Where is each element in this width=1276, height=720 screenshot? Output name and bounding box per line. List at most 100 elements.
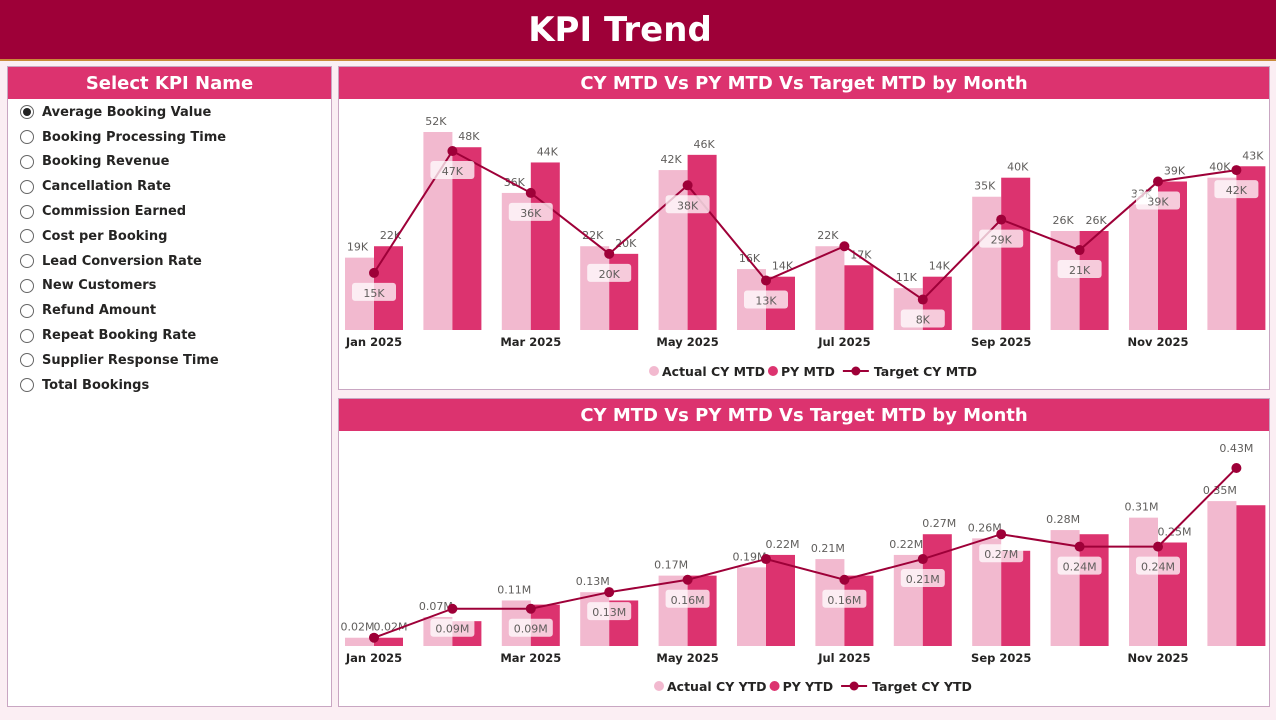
- legend-marker-icon: [851, 366, 861, 376]
- mtd-chart: 19K22K52K48K36K44K22K20K42K46K16K14K22K1…: [345, 115, 1266, 379]
- actual-data-label: 0.02M: [341, 621, 375, 634]
- target-label-box: [508, 618, 553, 637]
- kpi-option[interactable]: Lead Conversion Rate: [8, 249, 331, 274]
- target-label-box: [900, 309, 945, 328]
- kpi-option-label: Total Bookings: [42, 377, 150, 393]
- kpi-option-label: Supplier Response Time: [42, 352, 219, 368]
- actual-bar: [1129, 204, 1158, 330]
- actual-data-label: 22K: [582, 229, 604, 242]
- kpi-option[interactable]: Booking Revenue: [8, 150, 331, 175]
- target-point: [917, 294, 928, 305]
- radio-icon[interactable]: [20, 154, 34, 169]
- target-label-box: [744, 290, 788, 309]
- radio-icon[interactable]: [20, 179, 34, 194]
- legend-marker-icon: [654, 681, 664, 691]
- legend-marker-icon: [649, 366, 659, 376]
- py-data-label: 0.25M: [1158, 526, 1192, 539]
- target-data-label: 15K: [363, 287, 385, 300]
- target-data-label: 0.43M: [1219, 442, 1253, 455]
- chart-title: CY MTD Vs PY MTD Vs Target MTD by Month: [339, 399, 1269, 431]
- py-data-label: 26K: [1085, 214, 1107, 227]
- target-data-label: 13K: [755, 295, 777, 308]
- py-data-label: 44K: [537, 145, 559, 158]
- actual-bar: [1129, 517, 1158, 646]
- x-tick-label: Mar 2025: [500, 335, 561, 349]
- actual-data-label: 0.22M: [889, 538, 923, 551]
- actual-data-label: 40K: [1209, 161, 1231, 174]
- target-point: [761, 554, 771, 565]
- target-label-box: [1057, 260, 1102, 279]
- kpi-option[interactable]: Total Bookings: [8, 373, 331, 398]
- target-data-label: 0.09M: [435, 623, 469, 636]
- py-data-label: 48K: [458, 130, 480, 143]
- actual-bar: [1207, 177, 1237, 330]
- kpi-option[interactable]: Refund Amount: [8, 298, 331, 323]
- target-point: [1153, 176, 1163, 187]
- target-data-label: 20K: [599, 268, 621, 281]
- target-label-box: [1057, 556, 1102, 575]
- radio-icon[interactable]: [20, 303, 34, 318]
- kpi-option[interactable]: Cost per Booking: [8, 224, 331, 249]
- target-label-box: [979, 229, 1024, 248]
- target-point: [1231, 165, 1242, 176]
- py-bar: [922, 534, 952, 646]
- legend-label: Target CY YTD: [872, 679, 972, 694]
- actual-data-label: 22K: [817, 229, 839, 242]
- actual-data-label: 0.31M: [1125, 501, 1159, 514]
- radio-icon[interactable]: [20, 204, 34, 219]
- target-data-label: 38K: [677, 199, 699, 212]
- actual-data-label: 0.11M: [497, 583, 531, 596]
- radio-icon[interactable]: [20, 229, 34, 244]
- actual-data-label: 52K: [425, 115, 447, 128]
- actual-bar: [972, 196, 1002, 330]
- py-data-label: 46K: [693, 138, 715, 151]
- target-line: [373, 149, 1237, 301]
- target-point: [447, 146, 458, 157]
- py-bar: [766, 554, 795, 646]
- x-tick-label: Jan 2025: [345, 651, 402, 665]
- actual-data-label: 0.21M: [811, 542, 845, 555]
- py-data-label: 43K: [1242, 149, 1264, 162]
- actual-data-label: 11K: [896, 271, 918, 284]
- target-label-box: [665, 589, 710, 608]
- target-point: [1074, 541, 1085, 552]
- kpi-option[interactable]: Repeat Booking Rate: [8, 323, 331, 348]
- x-tick-label: May 2025: [656, 651, 718, 665]
- target-label-box: [979, 544, 1024, 563]
- actual-bar: [1050, 530, 1080, 646]
- radio-icon[interactable]: [20, 278, 34, 293]
- target-point: [682, 574, 693, 585]
- py-bar: [1001, 550, 1031, 646]
- radio-icon[interactable]: [20, 378, 34, 393]
- target-data-label: 0.24M: [1141, 561, 1175, 574]
- target-label-box: [822, 589, 867, 608]
- target-point: [761, 275, 771, 286]
- kpi-option[interactable]: Commission Earned: [8, 199, 331, 224]
- kpi-option-label: Average Booking Value: [42, 104, 212, 120]
- radio-icon[interactable]: [20, 130, 34, 145]
- radio-icon[interactable]: [20, 254, 34, 269]
- actual-data-label: 16K: [739, 252, 761, 265]
- target-point: [917, 554, 928, 565]
- actual-bar: [1050, 231, 1080, 330]
- target-label-box: [587, 263, 632, 282]
- kpi-option[interactable]: Cancellation Rate: [8, 174, 331, 199]
- kpi-option-label: New Customers: [42, 278, 157, 294]
- ytd-chart: 0.02M 0.02M0.07M0.11M0.13M0.17M0.19M0.22M…: [341, 442, 1266, 694]
- radio-icon[interactable]: [20, 105, 34, 120]
- py-bar: [844, 265, 874, 330]
- legend-label: Actual CY YTD: [667, 679, 767, 694]
- kpi-option[interactable]: Supplier Response Time: [8, 348, 331, 373]
- actual-bar: [893, 554, 923, 646]
- kpi-option[interactable]: Booking Processing Time: [8, 125, 331, 150]
- radio-icon[interactable]: [20, 353, 34, 368]
- kpi-option[interactable]: New Customers: [8, 274, 331, 299]
- kpi-option[interactable]: Average Booking Value: [8, 100, 331, 125]
- target-data-label: 29K: [991, 234, 1013, 247]
- py-data-label: 39K: [1164, 165, 1186, 178]
- actual-bar: [580, 246, 610, 330]
- py-data-label: 0.22M: [766, 538, 800, 551]
- target-point: [839, 574, 850, 585]
- py-bar: [530, 162, 560, 330]
- radio-icon[interactable]: [20, 328, 34, 343]
